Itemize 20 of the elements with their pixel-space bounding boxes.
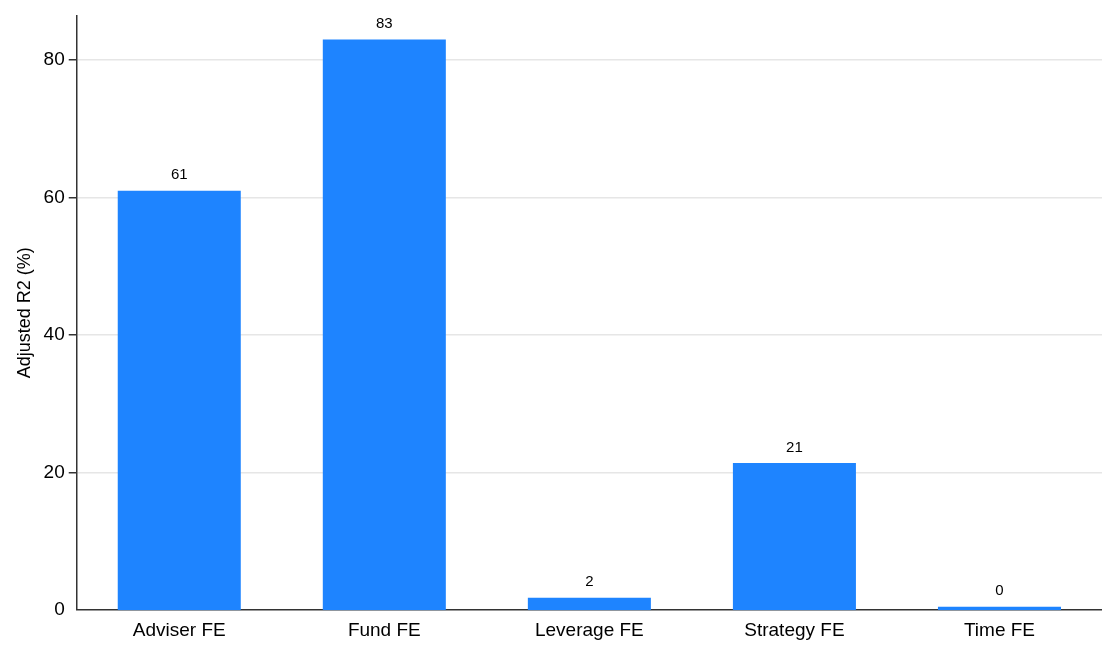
data-label: 21 <box>786 437 803 455</box>
bar <box>527 597 651 611</box>
data-label: 0 <box>995 581 1004 599</box>
data-label: 2 <box>585 572 594 590</box>
bar <box>322 39 446 611</box>
y-axis-title: Adjusted R2 (%) <box>13 247 34 379</box>
x-tick-label: Strategy FE <box>744 618 845 640</box>
y-tick-label: 60 <box>43 185 65 207</box>
bar <box>732 463 856 611</box>
x-tick-label: Adviser FE <box>132 618 226 640</box>
y-tick-label: 80 <box>43 48 65 70</box>
x-tick-label: Time FE <box>963 618 1036 640</box>
y-tick-label: 20 <box>43 460 65 482</box>
y-tick-label: 0 <box>54 598 65 620</box>
x-tick-label: Leverage FE <box>534 618 644 640</box>
data-label: 61 <box>170 165 188 183</box>
x-tick-label: Fund FE <box>347 618 421 640</box>
data-label: 83 <box>375 14 393 32</box>
bar <box>117 190 241 611</box>
y-tick-label: 40 <box>43 323 65 345</box>
